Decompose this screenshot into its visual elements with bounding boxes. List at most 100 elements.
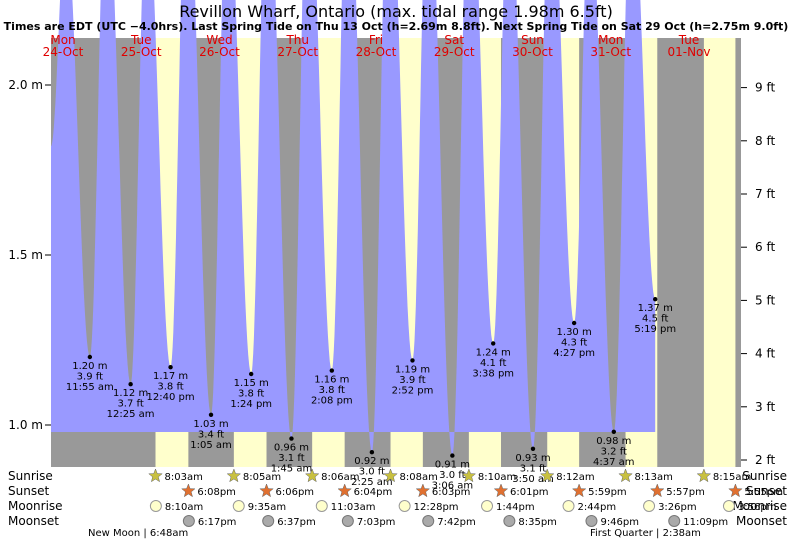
weekday-label: Sun: [521, 33, 544, 47]
moonrise-time: 12:28pm: [414, 502, 459, 513]
tide-label: 3.0 ft: [439, 470, 465, 481]
y-axis: 1.0 m1.5 m2.0 m2.5 m2 ft3 ft4 ft5 ft6 ft…: [8, 78, 775, 467]
y-tick-label-ft: 3 ft: [755, 400, 775, 414]
moonrise-icon: [398, 500, 411, 512]
tide-label: 1.20 m: [72, 361, 107, 372]
sunset-icon: [493, 483, 509, 498]
sunset-time: 6:08pm: [197, 487, 236, 498]
low-tide-point: [571, 320, 577, 326]
moonrise-icon: [149, 500, 162, 512]
low-tide-point: [168, 365, 173, 370]
moonrise-label-left: Moonrise: [8, 499, 63, 513]
sunrise-time: 8:05am: [243, 472, 281, 483]
sunrise-time: 8:15am: [713, 472, 751, 483]
low-tide-point: [530, 446, 536, 451]
sunrise-time: 8:13am: [635, 472, 673, 483]
sunset-time: 5:59pm: [588, 487, 627, 498]
moonrise-time: 11:03am: [331, 502, 376, 513]
sunset-icon: [259, 483, 274, 498]
sunrise-time: 8:03am: [164, 472, 202, 483]
moonrise-time: 3:56pm: [738, 502, 777, 513]
tide-label: 1.16 m: [314, 375, 349, 386]
sunset-icon: [571, 483, 587, 498]
date-label: 24-Oct: [43, 45, 84, 59]
day-header: Mon24-OctTue25-OctWed26-OctThu27-OctFri2…: [43, 33, 711, 59]
sunrise-icon: [696, 468, 712, 483]
y-tick-label-m: 1.5 m: [8, 248, 43, 262]
date-label: 30-Oct: [512, 45, 553, 59]
tide-label: 4:37 am: [593, 457, 635, 468]
sunrise-icon: [618, 468, 633, 483]
weekday-label: Mon: [598, 33, 623, 47]
sunset-icon: [181, 483, 196, 498]
tide-label: 1.12 m: [113, 388, 148, 399]
low-tide-point: [329, 368, 335, 373]
sunrise-time: 8:12am: [556, 472, 594, 483]
y-tick-label-ft: 7 ft: [755, 187, 775, 201]
sunset-time: 6:04pm: [354, 487, 393, 498]
moonset-icon: [503, 515, 516, 527]
tide-label: 3.9 ft: [77, 372, 103, 383]
tide-label: 11:55 am: [66, 382, 114, 393]
weekday-label: Sat: [444, 33, 464, 47]
tide-label: 3:06 am: [432, 481, 474, 492]
moonrise-time: 9:35am: [248, 502, 286, 513]
y-tick-label-m: 1.0 m: [8, 418, 43, 432]
low-tide-point: [611, 429, 617, 434]
tide-label: 1.17 m: [153, 371, 188, 382]
moonset-time: 8:35pm: [518, 517, 557, 528]
moonrise-icon: [481, 500, 494, 512]
weekday-label: Tue: [678, 33, 700, 47]
tide-label: 1:24 pm: [230, 399, 272, 410]
moonset-time: 9:46pm: [600, 517, 639, 528]
tide-label: 1.30 m: [557, 327, 592, 338]
sunset-icon: [728, 483, 743, 498]
moonset-time: 7:03pm: [357, 517, 396, 528]
tide-label: 1:45 am: [271, 464, 313, 475]
low-tide-point: [208, 412, 214, 417]
y-tick-label-ft: 9 ft: [755, 81, 775, 95]
sunset-icon: [337, 483, 352, 498]
tide-label: 5:19 pm: [634, 324, 676, 335]
sunrise-label-left: Sunrise: [8, 469, 53, 483]
first-quarter-note: First Quarter | 2:38am: [590, 528, 701, 539]
sunset-time: 5:57pm: [666, 487, 705, 498]
weekday-label: Fri: [369, 33, 383, 47]
sunset-time: 6:01pm: [510, 487, 549, 498]
tide-label: 3:50 am: [512, 474, 554, 485]
sunset-time: 5:55pm: [744, 487, 783, 498]
y-tick-label-ft: 2 ft: [755, 453, 775, 467]
date-label: 31-Oct: [590, 45, 631, 59]
tide-label: 3.4 ft: [198, 429, 224, 440]
sunrise-icon: [304, 468, 320, 483]
sunrise-time: 8:10am: [478, 472, 516, 483]
date-label: 29-Oct: [434, 45, 475, 59]
sunrise-icon: [148, 468, 163, 483]
sunrise-icon: [539, 468, 555, 483]
date-label: 25-Oct: [121, 45, 162, 59]
sunrise-icon: [461, 468, 477, 483]
sunset-icon: [415, 483, 431, 498]
sunrise-time: 8:06am: [321, 472, 359, 483]
tide-label: 3.1 ft: [520, 463, 546, 474]
tide-label: 4.5 ft: [642, 314, 668, 325]
y-tick-label-ft: 6 ft: [755, 240, 775, 254]
chart-title: Revillon Wharf, Ontario (max. tidal rang…: [179, 2, 613, 21]
tide-label: 0.98 m: [596, 436, 631, 447]
moonrise-time: 3:26pm: [658, 502, 697, 513]
sunrise-icon: [383, 468, 398, 483]
tide-label: 2:25 am: [351, 477, 393, 488]
tide-label: 4.3 ft: [561, 338, 587, 349]
date-label: 26-Oct: [199, 45, 240, 59]
moonset-icon: [422, 515, 435, 527]
tide-label: 4:27 pm: [553, 348, 595, 359]
low-tide-point: [653, 297, 658, 302]
tide-label: 12:40 pm: [147, 392, 195, 403]
sunset-time: 6:06pm: [276, 487, 315, 498]
tide-label: 3.8 ft: [238, 389, 264, 400]
moonrise-time: 8:10am: [165, 502, 203, 513]
weekday-label: Mon: [50, 33, 75, 47]
tide-curve-area: [51, 0, 656, 456]
